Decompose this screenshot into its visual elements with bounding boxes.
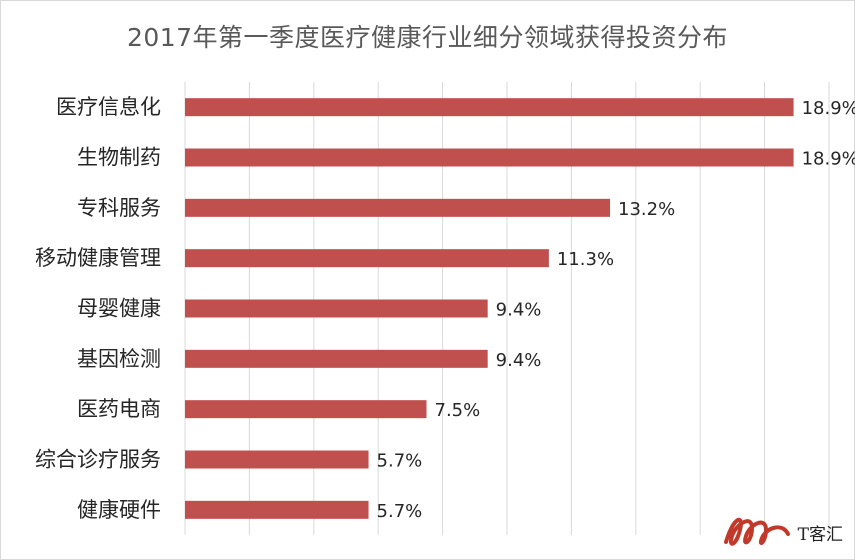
category-label: 生物制药 — [77, 146, 161, 170]
data-label: 7.5% — [435, 400, 481, 421]
bar — [185, 249, 549, 268]
chart-title: 2017年第一季度医疗健康行业细分领域获得投资分布 — [126, 23, 729, 52]
category-label: 医疗信息化 — [56, 95, 161, 119]
data-label: 18.9% — [802, 98, 855, 119]
bar-layer — [185, 98, 794, 519]
label-layer: 医疗信息化 18.9% 生物制药 18.9% 专科服务 13.2% 移动健康管理 11.3% 母… — [35, 95, 855, 522]
data-label: 5.7% — [377, 451, 423, 472]
data-label: 11.3% — [557, 249, 614, 270]
category-label: 专科服务 — [77, 196, 161, 220]
data-label: 9.4% — [496, 300, 542, 321]
data-label: 18.9% — [802, 149, 855, 170]
bar — [185, 400, 427, 419]
bar — [185, 349, 488, 368]
bar — [185, 299, 488, 318]
tkehui-logo-icon — [723, 517, 790, 546]
data-label: 5.7% — [377, 501, 423, 522]
category-label: 健康硬件 — [77, 498, 161, 522]
watermark: T客汇 — [722, 512, 843, 552]
data-label: 9.4% — [496, 350, 542, 371]
bar — [185, 148, 794, 167]
bar — [185, 98, 794, 117]
category-label: 移动健康管理 — [35, 246, 161, 270]
category-label: 母婴健康 — [77, 297, 161, 321]
watermark-text: T客汇 — [797, 524, 843, 545]
category-label: 医药电商 — [77, 397, 161, 421]
category-label: 综合诊疗服务 — [35, 448, 161, 472]
bar — [185, 198, 611, 217]
bar — [185, 450, 369, 469]
category-label: 基因检测 — [77, 347, 161, 371]
data-label: 13.2% — [618, 199, 675, 220]
bar — [185, 500, 369, 519]
